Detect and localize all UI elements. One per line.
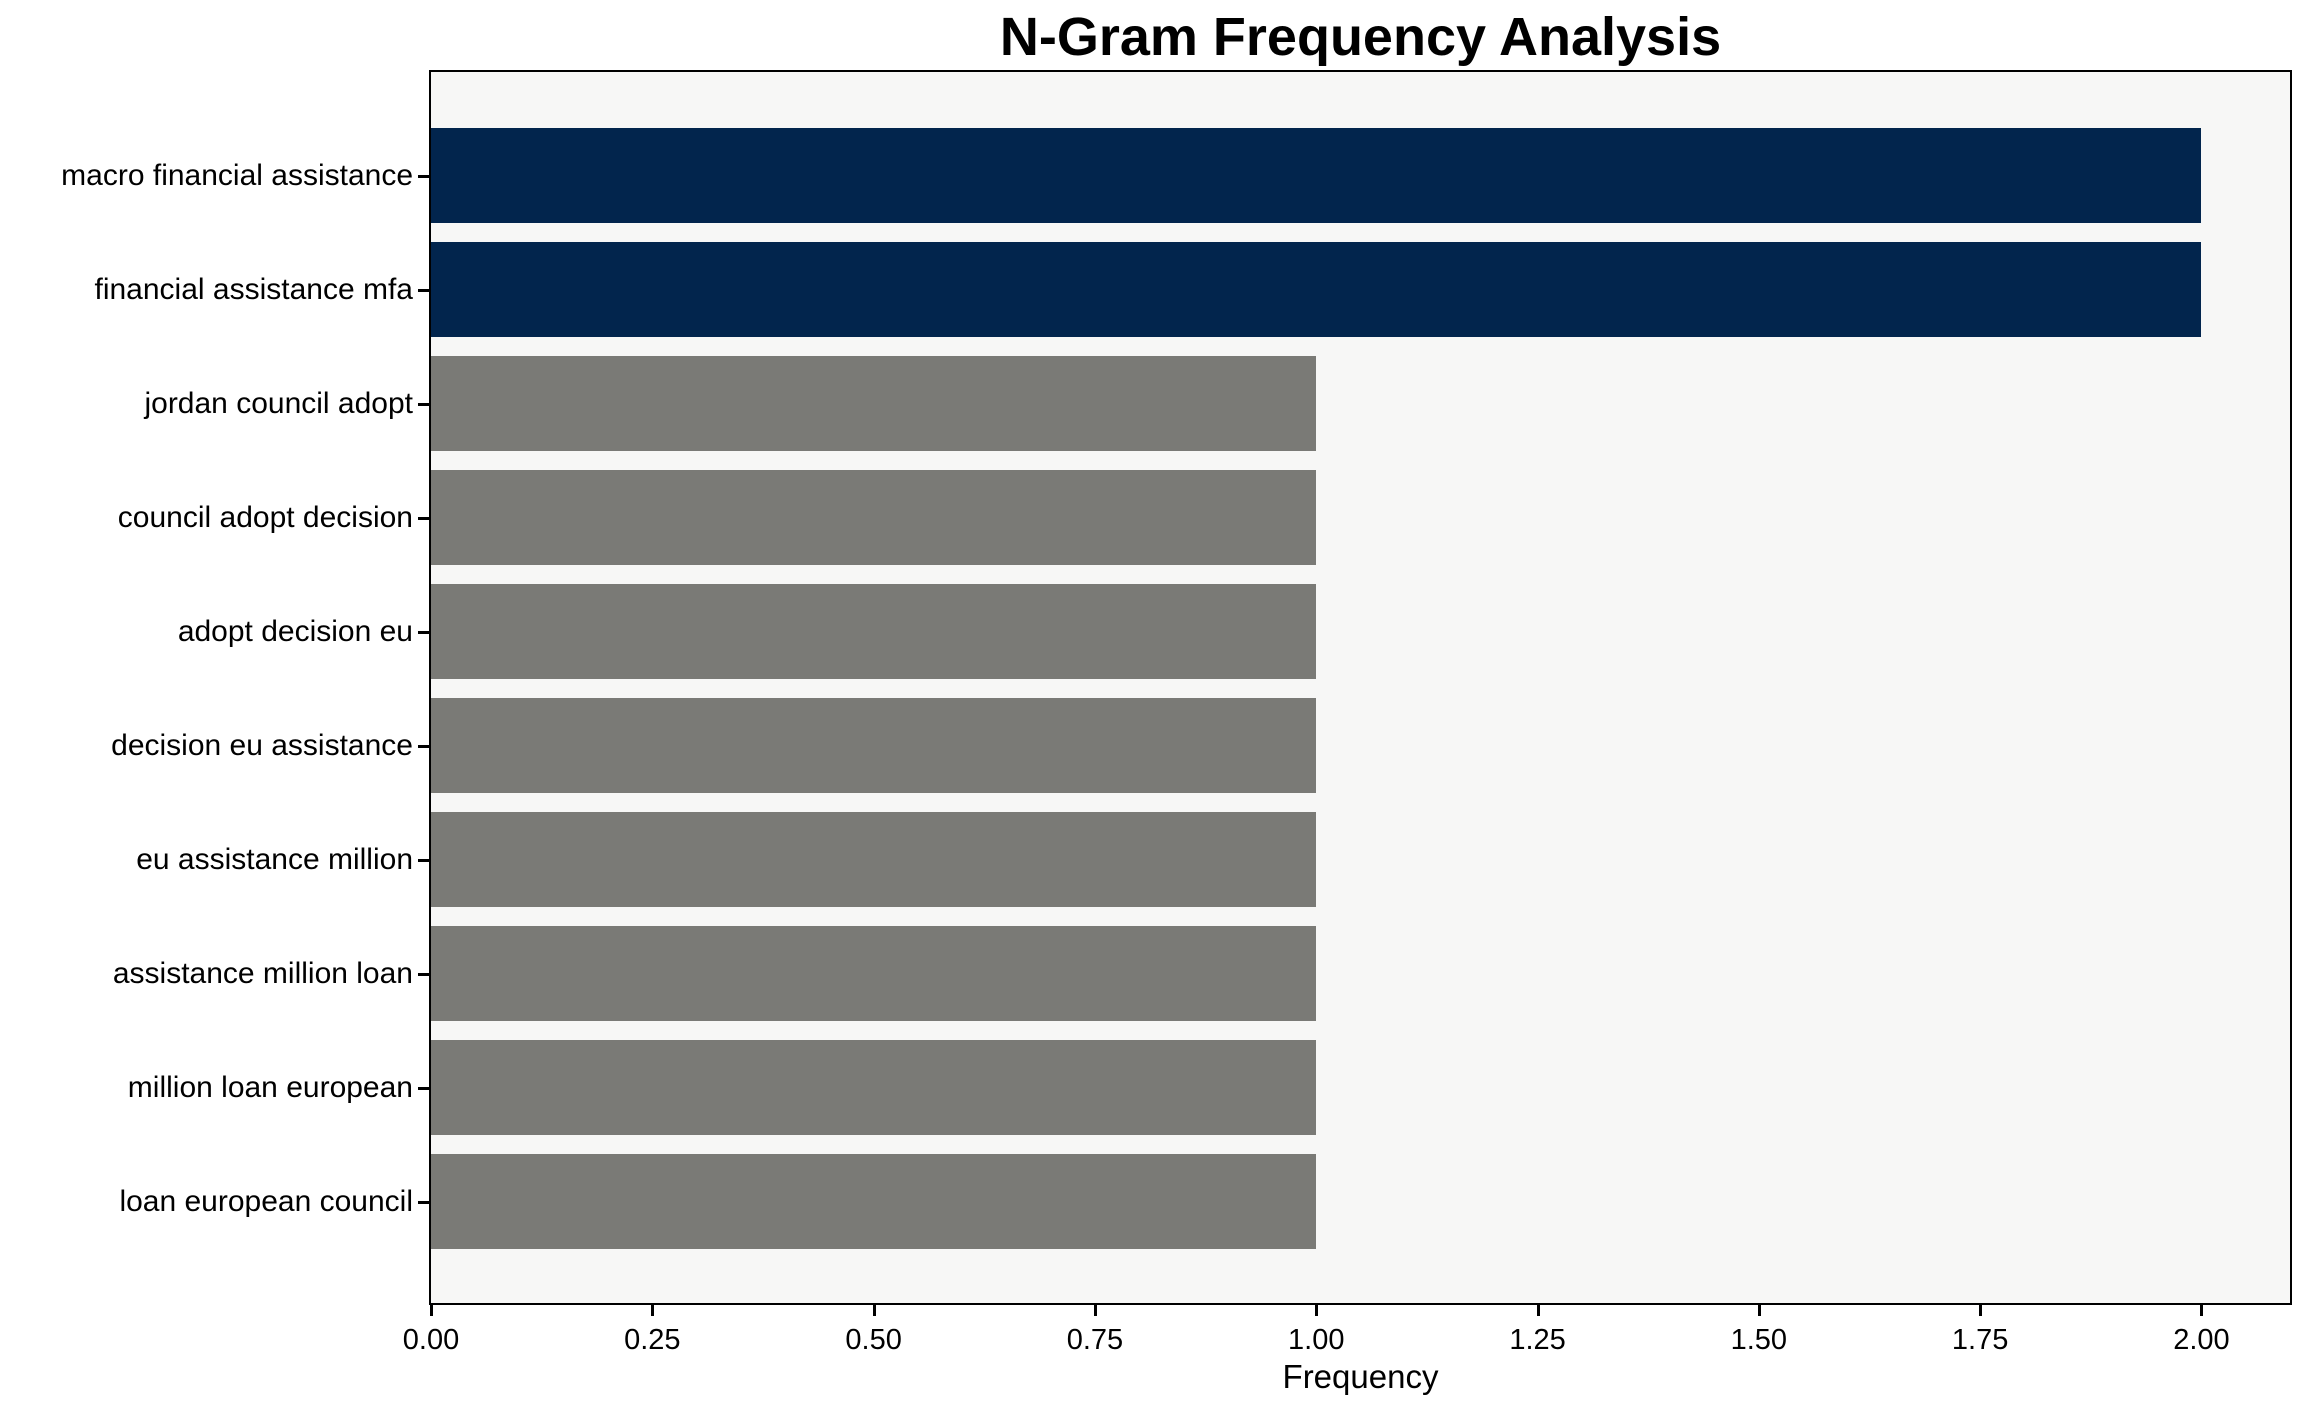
x-tick-label: 1.75 xyxy=(1951,1324,2009,1356)
x-tick-mark xyxy=(1315,1305,1319,1316)
plot-area xyxy=(429,70,2292,1305)
bar xyxy=(431,1154,1316,1249)
y-tick-label: assistance million loan xyxy=(112,956,413,990)
x-tick-mark xyxy=(1979,1305,1983,1316)
x-tick-label: 2.00 xyxy=(2173,1324,2230,1356)
x-axis-label: Frequency xyxy=(1282,1358,1439,1395)
x-tick-label: 1.50 xyxy=(1730,1324,1788,1356)
y-tick-label: adopt decision eu xyxy=(177,614,413,648)
bar xyxy=(431,698,1316,793)
x-tick-mark xyxy=(651,1305,655,1316)
x-tick-label: 0.25 xyxy=(624,1324,681,1356)
bar xyxy=(431,470,1316,565)
x-tick-label: 1.00 xyxy=(1288,1324,1345,1356)
y-tick-mark xyxy=(418,174,429,178)
y-tick-mark xyxy=(418,744,429,748)
bar xyxy=(431,584,1316,679)
y-tick-label: financial assistance mfa xyxy=(94,272,414,306)
x-tick-mark xyxy=(872,1305,876,1316)
bar xyxy=(431,356,1316,451)
y-tick-label: loan european council xyxy=(119,1184,413,1218)
bar xyxy=(431,812,1316,907)
x-tick-mark xyxy=(1093,1305,1097,1316)
x-tick-mark xyxy=(1536,1305,1540,1316)
y-tick-mark xyxy=(418,858,429,862)
y-tick-mark xyxy=(418,516,429,520)
y-tick-mark xyxy=(418,402,429,406)
chart-title: N-Gram Frequency Analysis xyxy=(999,7,1722,67)
bar xyxy=(431,1040,1316,1135)
x-tick-label: 0.75 xyxy=(1066,1324,1124,1356)
y-tick-label: council adopt decision xyxy=(117,500,413,534)
bar xyxy=(431,128,2201,223)
y-tick-mark xyxy=(418,972,429,976)
x-tick-label: 0.50 xyxy=(845,1324,902,1356)
y-tick-label: million loan european xyxy=(127,1070,413,1104)
y-tick-mark xyxy=(418,1086,429,1090)
y-tick-label: jordan council adopt xyxy=(144,386,413,420)
bar xyxy=(431,926,1316,1021)
y-tick-label: eu assistance million xyxy=(136,842,413,876)
y-tick-mark xyxy=(418,1200,429,1204)
x-tick-label: 0.00 xyxy=(402,1324,460,1356)
bar xyxy=(431,242,2201,337)
x-tick-mark xyxy=(1757,1305,1761,1316)
x-tick-label: 1.25 xyxy=(1509,1324,1566,1356)
x-tick-mark xyxy=(2200,1305,2204,1316)
x-tick-mark xyxy=(430,1305,433,1316)
y-tick-label: macro financial assistance xyxy=(61,158,413,192)
y-tick-mark xyxy=(418,288,429,292)
y-tick-label: decision eu assistance xyxy=(111,728,413,762)
y-tick-mark xyxy=(418,630,429,634)
